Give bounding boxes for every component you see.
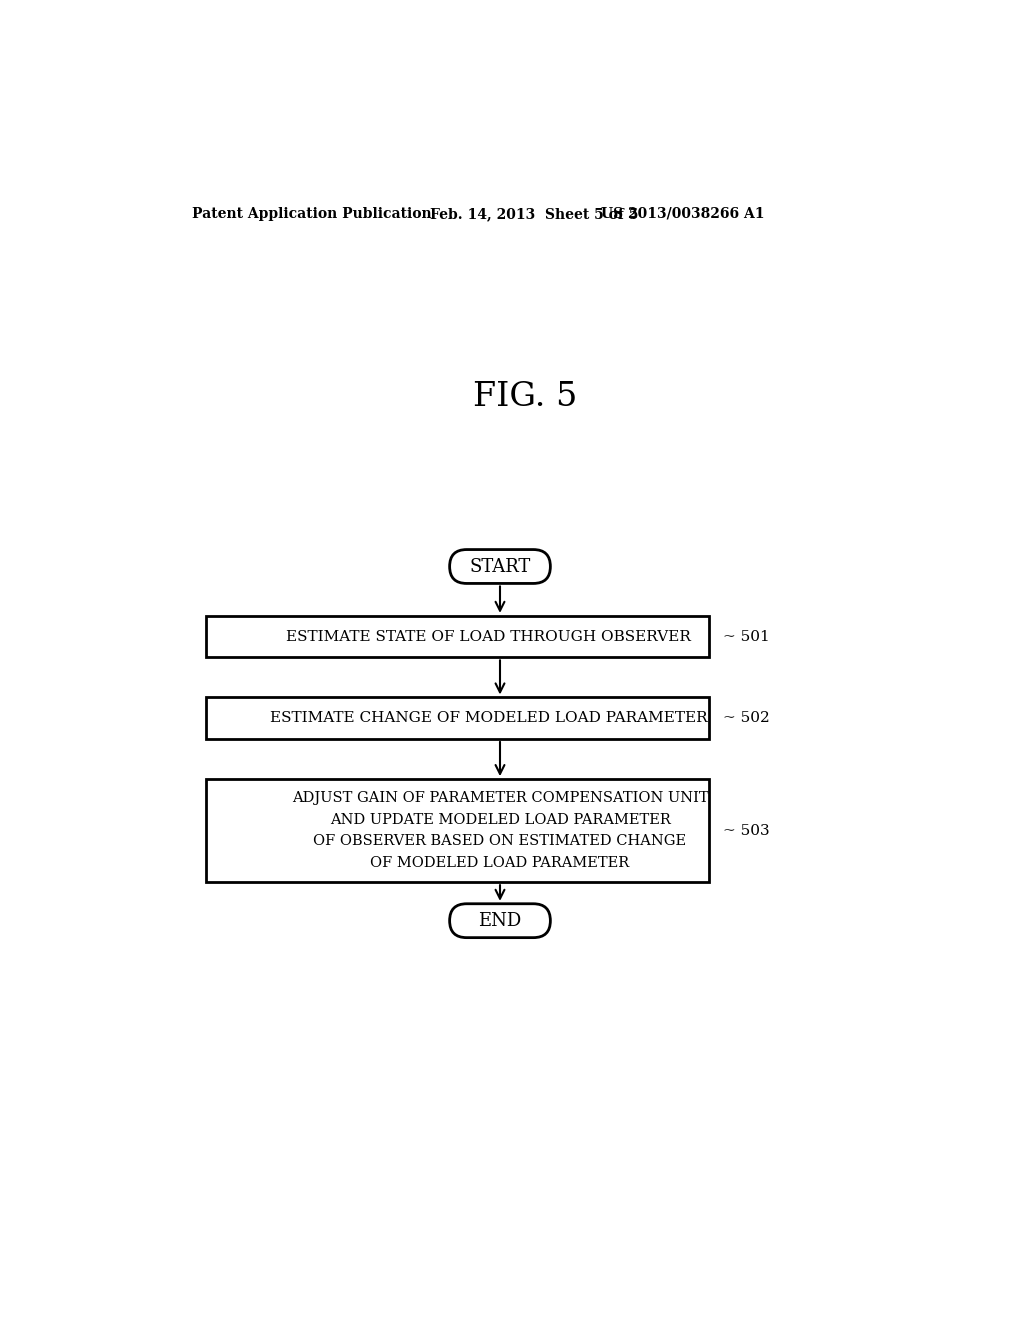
Text: FIG. 5: FIG. 5 — [473, 381, 577, 413]
Text: ~ 501: ~ 501 — [723, 630, 770, 644]
Text: ~ 502: ~ 502 — [723, 711, 770, 725]
Text: ESTIMATE STATE OF LOAD THROUGH OBSERVER: ESTIMATE STATE OF LOAD THROUGH OBSERVER — [286, 630, 691, 644]
Text: START: START — [469, 557, 530, 576]
Text: ~ 503: ~ 503 — [723, 824, 770, 838]
FancyBboxPatch shape — [206, 779, 710, 882]
Text: Feb. 14, 2013  Sheet 5 of 5: Feb. 14, 2013 Sheet 5 of 5 — [430, 207, 639, 220]
FancyBboxPatch shape — [450, 904, 550, 937]
Text: ESTIMATE CHANGE OF MODELED LOAD PARAMETER: ESTIMATE CHANGE OF MODELED LOAD PARAMETE… — [269, 711, 708, 725]
FancyBboxPatch shape — [206, 615, 710, 657]
Text: END: END — [478, 912, 521, 929]
Text: US 2013/0038266 A1: US 2013/0038266 A1 — [601, 207, 764, 220]
FancyBboxPatch shape — [206, 697, 710, 739]
FancyBboxPatch shape — [450, 549, 550, 583]
Text: Patent Application Publication: Patent Application Publication — [191, 207, 431, 220]
Text: ADJUST GAIN OF PARAMETER COMPENSATION UNIT
AND UPDATE MODELED LOAD PARAMETER
OF : ADJUST GAIN OF PARAMETER COMPENSATION UN… — [292, 791, 709, 870]
